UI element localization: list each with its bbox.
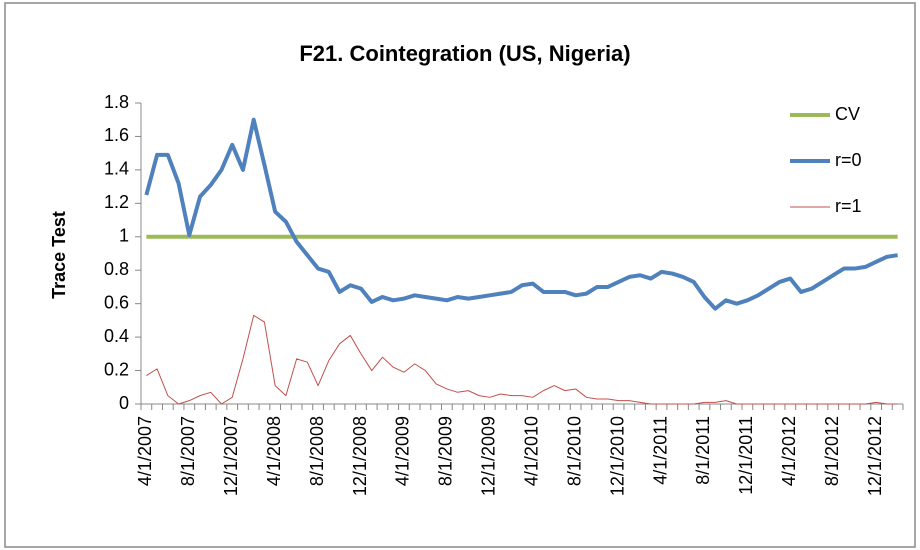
chart-border — [4, 2, 916, 548]
y-tick-label: 1.6 — [104, 125, 129, 145]
y-tick-label: 1.8 — [104, 92, 129, 112]
x-tick-label: 12/1/2007 — [221, 416, 241, 496]
x-tick-label: 12/1/2012 — [865, 416, 885, 496]
x-tick-label: 8/1/2008 — [307, 416, 327, 486]
y-tick-label: 0.4 — [104, 326, 129, 346]
x-tick-label: 4/1/2010 — [521, 416, 541, 486]
y-tick-label: 1.4 — [104, 159, 129, 179]
legend-label: r=1 — [835, 196, 862, 216]
y-tick-label: 1.2 — [104, 192, 129, 212]
x-tick-label: 8/1/2009 — [436, 416, 456, 486]
x-tick-label: 8/1/2011 — [693, 416, 713, 485]
x-tick-label: 12/1/2008 — [350, 416, 370, 496]
x-tick-label: 12/1/2010 — [607, 416, 627, 496]
y-tick-label: 0.2 — [104, 359, 129, 379]
y-tick-label: 1 — [119, 226, 129, 246]
series-line — [144, 117, 898, 311]
x-tick-label: 4/1/2008 — [264, 416, 284, 486]
x-tick-label: 4/1/2012 — [779, 416, 799, 486]
y-tick-label: 0.6 — [104, 292, 129, 312]
x-tick-label: 4/1/2007 — [135, 416, 155, 486]
x-tick-label: 8/1/2007 — [178, 416, 198, 486]
x-tick-label: 8/1/2012 — [822, 416, 842, 486]
chart-title: F21. Cointegration (US, Nigeria) — [299, 41, 630, 66]
x-tick-label: 8/1/2010 — [564, 416, 584, 486]
y-tick-label: 0.8 — [104, 259, 129, 279]
legend-label: CV — [835, 104, 860, 124]
x-tick-label: 12/1/2011 — [736, 416, 756, 495]
x-tick-label: 12/1/2009 — [479, 416, 499, 496]
y-tick-label: 0 — [119, 393, 129, 413]
x-tick-label: 4/1/2011 — [650, 416, 670, 485]
series-line — [146, 314, 898, 405]
x-tick-label: 4/1/2009 — [393, 416, 413, 486]
y-axis-title: Trace Test — [49, 211, 69, 299]
legend-label: r=0 — [835, 150, 862, 170]
